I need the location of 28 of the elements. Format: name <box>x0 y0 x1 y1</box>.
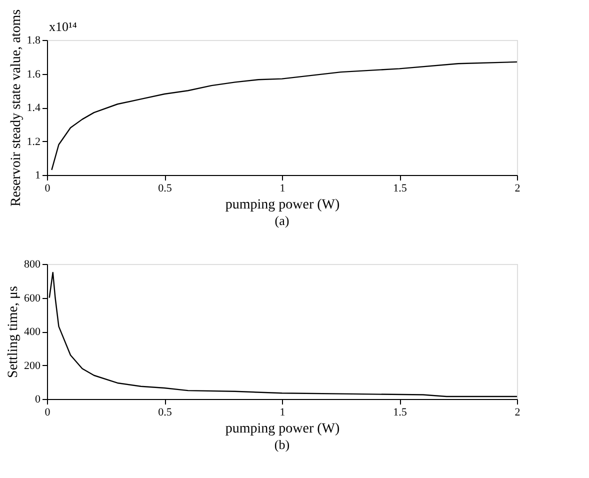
x-tick-label: 1 <box>280 406 286 418</box>
x-tick-label: 0.5 <box>158 182 172 194</box>
y-axis-title: Reservoir steady state value, atoms <box>8 9 24 207</box>
x-tick-label: 2 <box>514 406 520 418</box>
y-tick-label: 1.6 <box>26 68 41 80</box>
text: (a) <box>274 213 290 228</box>
x-tick-label: 1.5 <box>393 406 408 418</box>
x-tick-label: 1.5 <box>393 182 408 194</box>
x-tick-label: 0 <box>44 182 51 194</box>
x-tick-label: 1 <box>280 182 286 194</box>
y-axis-title: Settling time, μs <box>6 286 21 378</box>
x-tick-label: 2 <box>514 182 520 194</box>
y-tick-label: 1.4 <box>26 102 41 114</box>
x-tick-label: 0 <box>44 406 51 418</box>
y-tick-label: 0 <box>35 394 41 406</box>
x-tick-label: 0.5 <box>158 406 172 418</box>
y-tick-label: 800 <box>24 258 41 270</box>
text: (b) <box>274 437 290 452</box>
text: x10¹⁴ <box>49 19 78 34</box>
line-series <box>51 61 518 171</box>
y-tick-label: 400 <box>24 326 41 338</box>
y-tick-label: 1.2 <box>26 136 40 148</box>
y-tick-label: 600 <box>24 292 41 304</box>
x-axis-title: pumping power (W) <box>225 422 340 436</box>
y-tick-label: 200 <box>24 360 41 372</box>
y-tick-label: 1 <box>35 170 40 182</box>
x-axis-title: pumping power (W) <box>225 198 340 212</box>
y-tick-label: 1.8 <box>26 34 41 46</box>
